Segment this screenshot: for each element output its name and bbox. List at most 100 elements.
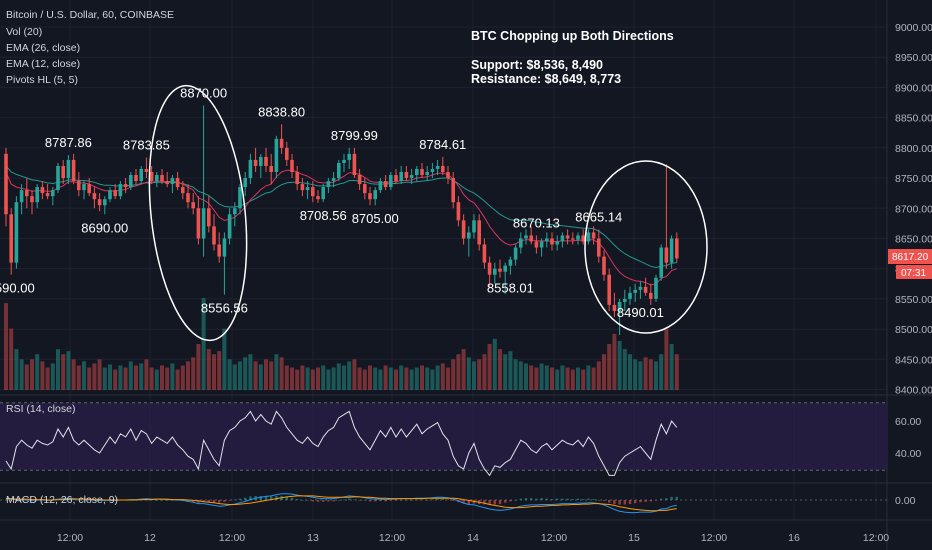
- candle[interactable]: [113, 184, 117, 200]
- candle[interactable]: [612, 292, 617, 317]
- candle[interactable]: [337, 159, 341, 182]
- candle[interactable]: [435, 159, 440, 176]
- candle[interactable]: [482, 238, 487, 269]
- candle[interactable]: [175, 172, 180, 191]
- candle[interactable]: [565, 229, 570, 245]
- candle[interactable]: [30, 190, 34, 215]
- candle[interactable]: [61, 159, 65, 185]
- macd-label[interactable]: MACD (12, 26, close, 9): [6, 494, 118, 506]
- candle[interactable]: [623, 289, 627, 311]
- candle[interactable]: [35, 184, 39, 209]
- candle[interactable]: [300, 178, 305, 197]
- candle[interactable]: [269, 153, 273, 185]
- candle[interactable]: [545, 232, 549, 248]
- candle[interactable]: [201, 105, 206, 257]
- candle[interactable]: [233, 202, 237, 227]
- candle[interactable]: [290, 153, 294, 179]
- candle[interactable]: [295, 165, 299, 191]
- candle[interactable]: [87, 178, 91, 197]
- candle[interactable]: [519, 232, 523, 254]
- candle[interactable]: [571, 232, 575, 245]
- candle[interactable]: [19, 184, 24, 215]
- candle[interactable]: [259, 153, 263, 179]
- candle[interactable]: [274, 135, 279, 179]
- candle[interactable]: [493, 262, 497, 284]
- rsi-label[interactable]: RSI (14, close): [6, 403, 75, 415]
- candle[interactable]: [92, 187, 97, 209]
- candle[interactable]: [25, 178, 29, 209]
- candle[interactable]: [394, 168, 398, 185]
- candle[interactable]: [456, 196, 461, 227]
- candle[interactable]: [399, 165, 403, 185]
- candle[interactable]: [508, 256, 513, 275]
- candle[interactable]: [66, 155, 71, 185]
- candle[interactable]: [591, 226, 596, 245]
- highlight-ellipse-right[interactable]: [584, 160, 708, 334]
- candle[interactable]: [196, 196, 201, 245]
- candle[interactable]: [378, 178, 383, 194]
- candle[interactable]: [576, 232, 580, 245]
- candle[interactable]: [602, 250, 606, 281]
- candle[interactable]: [342, 153, 346, 172]
- candle[interactable]: [144, 157, 149, 179]
- candle[interactable]: [285, 141, 289, 166]
- candle[interactable]: [633, 283, 637, 302]
- candle[interactable]: [649, 283, 653, 305]
- candle[interactable]: [383, 175, 388, 191]
- candle[interactable]: [581, 229, 585, 245]
- candle[interactable]: [451, 172, 455, 209]
- candle[interactable]: [659, 244, 663, 281]
- candle[interactable]: [420, 162, 424, 179]
- candle[interactable]: [321, 184, 325, 203]
- candle[interactable]: [253, 147, 258, 172]
- candle[interactable]: [347, 147, 351, 169]
- candle[interactable]: [409, 168, 414, 185]
- candle[interactable]: [331, 172, 336, 188]
- candle[interactable]: [643, 277, 648, 296]
- candle[interactable]: [628, 286, 632, 305]
- candle[interactable]: [524, 229, 528, 245]
- candle[interactable]: [134, 168, 138, 185]
- candle[interactable]: [560, 232, 565, 248]
- candle[interactable]: [279, 124, 284, 154]
- candle[interactable]: [477, 214, 481, 251]
- candle[interactable]: [461, 214, 466, 245]
- candle[interactable]: [9, 208, 13, 275]
- indicator-ema26[interactable]: EMA (26, close): [6, 42, 80, 54]
- candle[interactable]: [155, 172, 159, 188]
- highlight-ellipse-left[interactable]: [138, 81, 258, 345]
- candle[interactable]: [40, 181, 45, 200]
- candle[interactable]: [103, 196, 107, 215]
- candle[interactable]: [77, 172, 81, 197]
- candle[interactable]: [149, 165, 154, 185]
- candle[interactable]: [586, 229, 591, 245]
- candle[interactable]: [222, 232, 227, 295]
- candle[interactable]: [539, 238, 544, 257]
- candle[interactable]: [238, 184, 242, 215]
- candle[interactable]: [326, 178, 331, 194]
- candle[interactable]: [368, 187, 372, 206]
- candle[interactable]: [56, 162, 60, 194]
- candle[interactable]: [212, 214, 216, 251]
- candle[interactable]: [97, 193, 102, 212]
- candle[interactable]: [248, 153, 253, 185]
- candle[interactable]: [181, 181, 185, 200]
- candle[interactable]: [669, 235, 674, 269]
- candle[interactable]: [513, 244, 518, 266]
- candle[interactable]: [607, 268, 611, 311]
- candle[interactable]: [446, 165, 450, 185]
- candle[interactable]: [373, 187, 377, 206]
- candle[interactable]: [467, 226, 471, 257]
- candle[interactable]: [227, 208, 232, 245]
- candle[interactable]: [71, 153, 76, 185]
- candle[interactable]: [51, 187, 55, 206]
- candle[interactable]: [118, 181, 123, 200]
- candle[interactable]: [550, 232, 554, 251]
- candle[interactable]: [186, 184, 190, 209]
- candle[interactable]: [191, 193, 195, 215]
- candle[interactable]: [404, 165, 409, 182]
- candle[interactable]: [534, 235, 539, 254]
- candle[interactable]: [597, 229, 601, 263]
- candle[interactable]: [389, 172, 393, 191]
